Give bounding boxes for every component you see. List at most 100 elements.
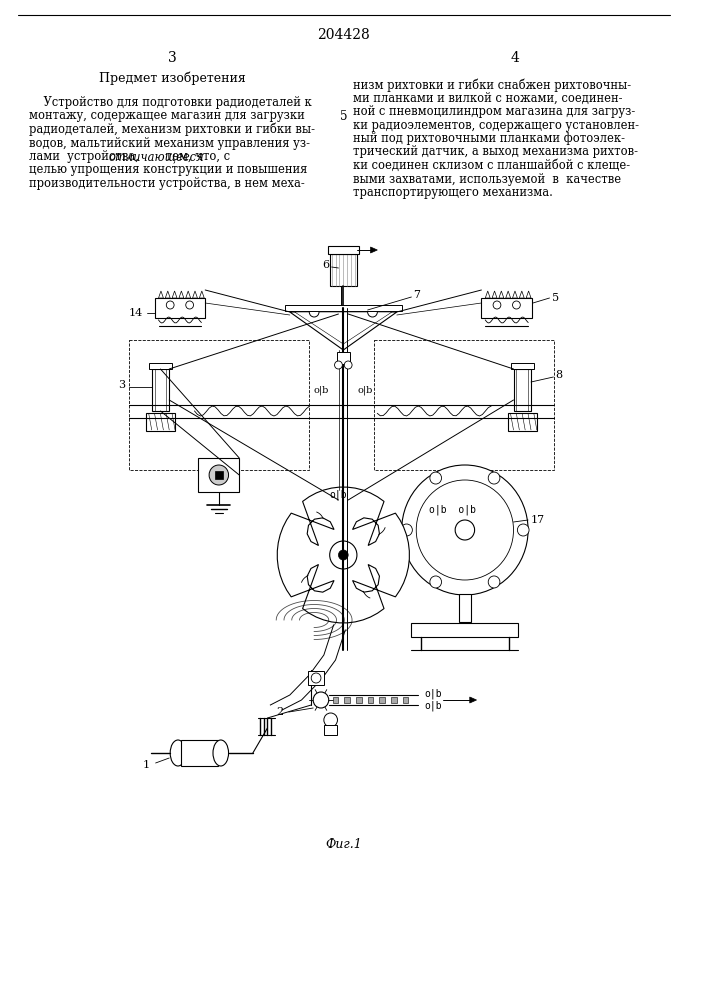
Bar (148, 363, 172, 369)
Text: ный под рихтовочными планками фотоэлек-: ный под рихтовочными планками фотоэлек- (353, 132, 625, 145)
Text: ми планками и вилкой с ножами, соединен-: ми планками и вилкой с ножами, соединен- (353, 92, 623, 104)
Text: 3: 3 (118, 380, 125, 390)
Text: ки радиоэлементов, содержащего установлен-: ки радиоэлементов, содержащего установле… (353, 118, 639, 131)
Polygon shape (172, 291, 177, 298)
Circle shape (401, 524, 412, 536)
Text: o|b: o|b (313, 385, 329, 395)
Bar (285, 305, 402, 311)
Text: 4: 4 (511, 51, 520, 65)
Text: 14: 14 (129, 308, 144, 318)
Bar (356, 697, 362, 703)
Text: Устройство для подготовки радиодеталей к: Устройство для подготовки радиодеталей к (29, 96, 312, 109)
Circle shape (209, 465, 228, 485)
Circle shape (368, 307, 378, 317)
Polygon shape (295, 312, 392, 344)
Circle shape (311, 673, 321, 683)
Text: выми захватами, используемой  в  качестве: выми захватами, используемой в качестве (353, 172, 621, 186)
Text: o|b  o|b: o|b o|b (428, 505, 476, 515)
Bar (508, 413, 537, 431)
Text: 6: 6 (322, 260, 329, 270)
Bar (129, 340, 309, 470)
Circle shape (166, 301, 174, 309)
Text: o|b: o|b (329, 490, 347, 500)
Polygon shape (199, 291, 204, 298)
Text: трический датчик, а выход механизма рихтов-: трический датчик, а выход механизма рихт… (353, 145, 638, 158)
Text: o|b
o|b: o|b o|b (424, 689, 442, 711)
Text: производительности устройства, в нем меха-: производительности устройства, в нем мех… (29, 177, 305, 190)
Bar (403, 697, 409, 703)
Bar (337, 352, 350, 364)
Bar (199, 458, 239, 492)
Bar (146, 413, 175, 431)
Text: 17: 17 (531, 515, 545, 525)
Circle shape (334, 361, 342, 369)
Polygon shape (492, 291, 497, 298)
Bar (329, 254, 357, 286)
Circle shape (339, 550, 348, 560)
Circle shape (324, 713, 337, 727)
Bar (155, 298, 205, 318)
Circle shape (329, 541, 357, 569)
Text: 1: 1 (142, 760, 149, 770)
Text: Фиг.1: Фиг.1 (325, 838, 362, 852)
Text: 3: 3 (168, 51, 177, 65)
Polygon shape (469, 697, 477, 703)
Bar (328, 246, 359, 254)
Circle shape (344, 361, 352, 369)
Circle shape (309, 307, 319, 317)
Polygon shape (506, 291, 510, 298)
Polygon shape (499, 291, 504, 298)
Ellipse shape (170, 740, 186, 766)
Circle shape (402, 465, 528, 595)
Bar (513, 369, 531, 411)
Bar (324, 725, 337, 735)
Polygon shape (290, 312, 397, 350)
Text: транспортирующего механизма.: транспортирующего механизма. (353, 186, 553, 199)
Text: Предмет изобретения: Предмет изобретения (99, 71, 245, 85)
Bar (391, 697, 397, 703)
Bar (332, 697, 339, 703)
Polygon shape (192, 291, 197, 298)
Text: 8: 8 (556, 370, 563, 380)
Bar (510, 363, 534, 369)
Bar (459, 594, 471, 622)
Polygon shape (526, 291, 531, 298)
Text: лами  устройства,: лами устройства, (29, 150, 143, 163)
Circle shape (489, 576, 500, 588)
Polygon shape (485, 291, 490, 298)
Text: низм рихтовки и гибки снабжен рихтовочны-: низм рихтовки и гибки снабжен рихтовочны… (353, 78, 631, 92)
Bar (152, 369, 169, 411)
Circle shape (493, 301, 501, 309)
Text: ки соединен склизом с планшайбой с клеще-: ки соединен склизом с планшайбой с клеще… (353, 159, 630, 172)
Circle shape (313, 692, 329, 708)
Circle shape (186, 301, 194, 309)
Bar (215, 471, 223, 479)
Bar (308, 671, 324, 685)
Text: 5: 5 (551, 293, 559, 303)
Bar (481, 298, 532, 318)
Circle shape (489, 472, 500, 484)
Text: 204428: 204428 (317, 28, 370, 42)
Polygon shape (179, 291, 184, 298)
Text: целью упрощения конструкции и повышения: целью упрощения конструкции и повышения (29, 163, 308, 176)
Text: ной с пневмоцилиндром магазина для загруз-: ной с пневмоцилиндром магазина для загру… (353, 105, 636, 118)
Bar (368, 697, 373, 703)
Text: 5: 5 (339, 110, 347, 123)
Bar (379, 697, 385, 703)
Text: 7: 7 (413, 290, 420, 300)
Polygon shape (158, 291, 163, 298)
Text: отличающееся: отличающееся (109, 150, 204, 163)
Text: o|b: o|b (357, 385, 373, 395)
Bar (181, 740, 218, 766)
Bar (375, 340, 554, 470)
Circle shape (430, 576, 442, 588)
Circle shape (513, 301, 520, 309)
Polygon shape (513, 291, 518, 298)
Text: тем, что, с: тем, что, с (162, 150, 230, 163)
Polygon shape (277, 487, 409, 623)
Circle shape (430, 472, 442, 484)
Polygon shape (370, 247, 378, 253)
Text: водов, мальтийский механизм управления уз-: водов, мальтийский механизм управления у… (29, 136, 310, 149)
Polygon shape (186, 291, 191, 298)
Bar (344, 697, 350, 703)
